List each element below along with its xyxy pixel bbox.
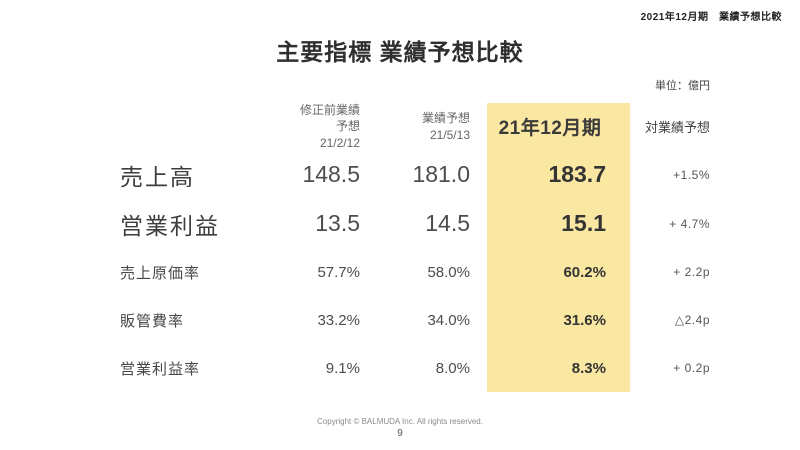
table-row-operating-margin: 営業利益率 9.1% 8.0% 8.3% + 0.2p [120,344,710,392]
table-row-sales: 売上高 148.5 181.0 183.7 +1.5% [120,150,710,199]
page-number: 9 [397,428,403,439]
slide-footer: Copyright © BALMUDA Inc. All rights rese… [0,417,800,439]
col-header-fy2021-results: 21年12月期 [498,118,602,139]
row-label: 売上原価率 [120,264,201,282]
pre-revision-value: 148.5 [302,161,360,187]
col-header-pre-revision-date: 21/2/12 [319,135,360,150]
unit-label: 単位：億円 [655,80,710,92]
result-value: 183.7 [548,161,606,187]
forecast-value: 34.0% [427,311,470,329]
vs-forecast-value: △2.4p [674,313,710,327]
vs-forecast-value: +1.5% [673,167,710,182]
row-label: 営業利益 [120,212,220,239]
forecast-value: 58.0% [427,263,470,281]
pre-revision-value: 13.5 [315,210,360,236]
col-header-forecast: 業績予想 21/5/13 [360,110,470,142]
forecast-value: 8.0% [435,359,470,377]
result-value: 15.1 [561,210,606,236]
col-header-pre-revision-forecast: 修正前業績予想 21/2/12 [290,102,360,151]
forecast-value: 14.5 [425,210,470,236]
page-title: 主要指標 業績予想比較 [276,39,524,65]
col-header-pre-revision-label: 修正前業績予想 [299,103,360,134]
result-value: 31.6% [563,311,606,329]
copyright-text: Copyright © BALMUDA Inc. All rights rese… [317,417,483,426]
col-header-forecast-date: 21/5/13 [429,127,470,142]
result-value: 60.2% [563,263,606,281]
pre-revision-value: 57.7% [317,263,360,281]
col-header-vs-forecast: 対業績予想 [644,120,710,135]
result-value: 8.3% [571,359,606,377]
vs-forecast-value: + 2.2p [673,265,710,279]
table-header-row: 修正前業績予想 21/2/12 業績予想 21/5/13 21年12月期 対業績… [120,103,710,150]
row-label: 営業利益率 [120,360,201,378]
vs-forecast-value: + 0.2p [673,361,710,375]
row-label: 売上高 [120,163,195,190]
vs-forecast-value: + 4.7% [669,216,710,231]
table-row-operating-profit: 営業利益 13.5 14.5 15.1 + 4.7% [120,199,710,248]
table-row-cogs-ratio: 売上原価率 57.7% 58.0% 60.2% + 2.2p [120,248,710,296]
comparison-table: 修正前業績予想 21/2/12 業績予想 21/5/13 21年12月期 対業績… [120,103,710,392]
slide-header-caption: 2021年12月期 業績予想比較 [640,12,782,23]
pre-revision-value: 33.2% [317,311,360,329]
pre-revision-value: 9.1% [325,359,360,377]
highlight-column-band [487,103,630,392]
table-row-sga-ratio: 販管費率 33.2% 34.0% 31.6% △2.4p [120,296,710,344]
row-label: 販管費率 [120,312,185,330]
forecast-value: 181.0 [412,161,470,187]
col-header-forecast-label: 業績予想 [421,111,470,126]
